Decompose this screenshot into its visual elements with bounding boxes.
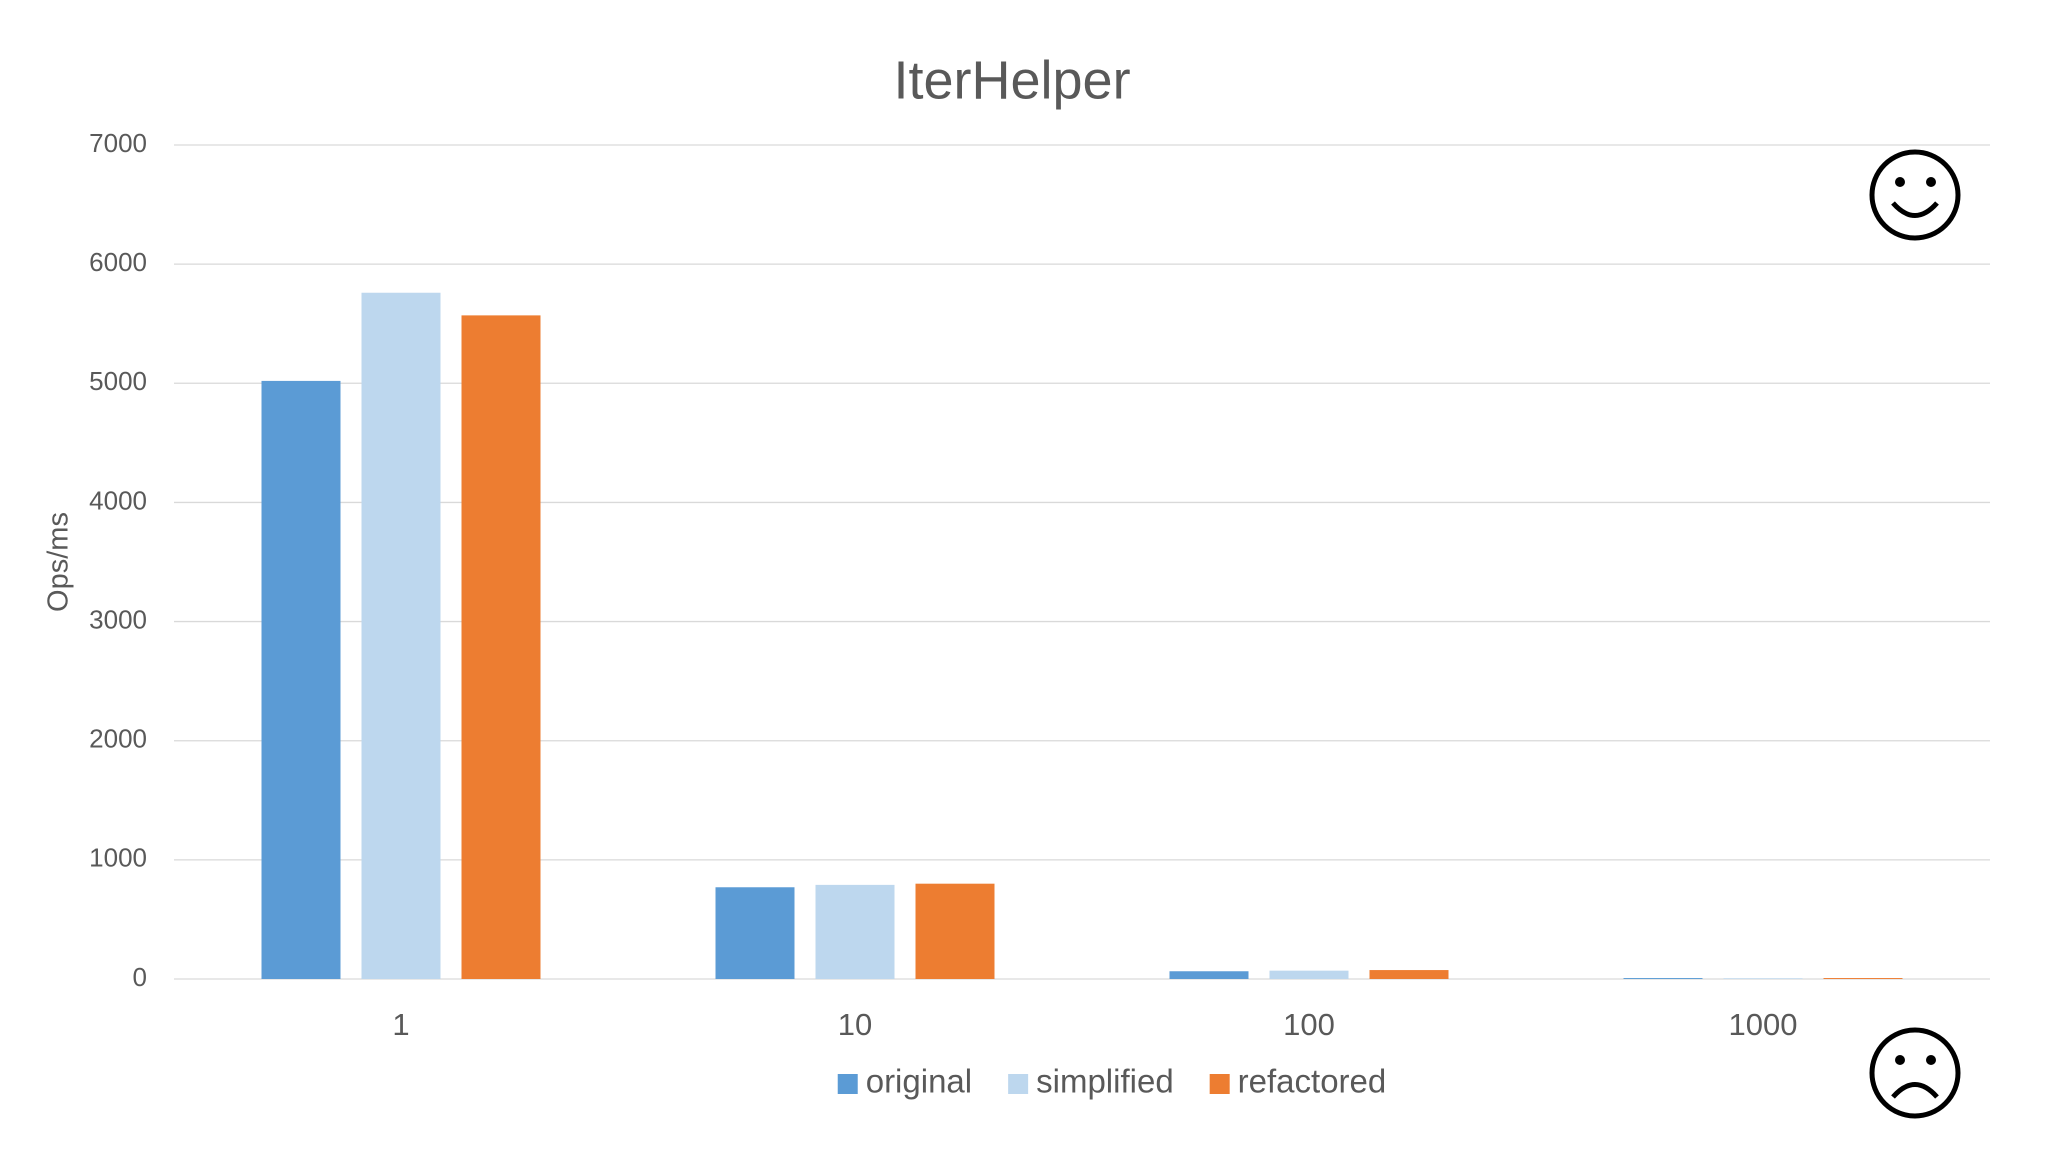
legend-swatch bbox=[1008, 1074, 1029, 1094]
bar bbox=[1169, 971, 1249, 979]
y-tick-label: 2000 bbox=[89, 724, 147, 754]
chart-title: IterHelper bbox=[893, 50, 1130, 110]
y-tick-label: 0 bbox=[133, 962, 147, 992]
bar bbox=[361, 292, 441, 979]
legend-label: original bbox=[866, 1063, 972, 1100]
bar bbox=[1823, 978, 1903, 979]
bar bbox=[1723, 978, 1803, 979]
x-tick-label: 10 bbox=[838, 1007, 872, 1042]
legend-swatch bbox=[837, 1074, 858, 1094]
legend-label: simplified bbox=[1036, 1063, 1174, 1100]
y-tick-label: 7000 bbox=[89, 128, 147, 158]
bar bbox=[715, 887, 795, 979]
bar bbox=[1623, 978, 1703, 979]
happy-face bbox=[1869, 149, 1961, 241]
sad-face bbox=[1869, 1027, 1961, 1119]
x-tick-label: 1000 bbox=[1729, 1007, 1798, 1042]
bar bbox=[461, 315, 541, 980]
legend-label: refactored bbox=[1238, 1063, 1387, 1100]
bar bbox=[815, 884, 895, 979]
y-tick-label: 4000 bbox=[89, 485, 147, 515]
legend-swatch bbox=[1209, 1074, 1230, 1094]
y-tick-label: 6000 bbox=[89, 247, 147, 277]
x-tick-label: 100 bbox=[1283, 1007, 1335, 1042]
y-axis-label: Ops/ms bbox=[43, 512, 75, 612]
y-tick-label: 5000 bbox=[89, 366, 147, 396]
bar bbox=[1269, 970, 1349, 979]
bar bbox=[261, 380, 341, 980]
bar bbox=[915, 883, 995, 979]
y-tick-label: 3000 bbox=[89, 604, 147, 634]
y-tick-label: 1000 bbox=[89, 843, 147, 873]
x-tick-label: 1 bbox=[392, 1007, 409, 1042]
bar bbox=[1369, 970, 1449, 979]
